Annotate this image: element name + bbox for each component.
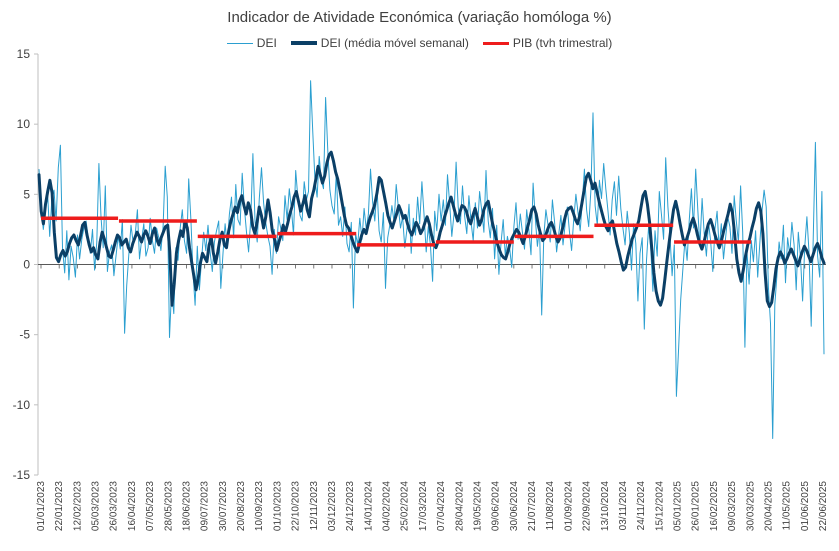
y-tick-label: -10 bbox=[13, 398, 31, 412]
x-tick-label: 30/07/2023 bbox=[218, 481, 229, 531]
x-tick-label: 15/12/2024 bbox=[654, 481, 665, 531]
legend-swatch-dei-moving-average bbox=[290, 41, 317, 45]
x-tick-label: 13/10/2024 bbox=[600, 481, 611, 531]
x-tick-label: 17/03/2024 bbox=[418, 481, 429, 531]
legend-label-pib: PIB (tvh trimestral) bbox=[512, 36, 613, 50]
y-tick-label: 0 bbox=[23, 258, 30, 272]
x-tick-label: 20/08/2023 bbox=[236, 481, 247, 531]
x-tick-label: 16/04/2023 bbox=[127, 481, 138, 531]
x-tick-label: 12/02/2023 bbox=[72, 481, 83, 531]
y-tick-label: -15 bbox=[13, 468, 31, 482]
x-tick-label: 16/02/2025 bbox=[709, 481, 720, 531]
x-tick-label: 05/03/2023 bbox=[91, 481, 102, 531]
legend-label-dei-moving-average: DEI (média móvel semanal) bbox=[320, 36, 469, 50]
x-tick-label: 09/07/2023 bbox=[200, 481, 211, 531]
x-tick-label: 04/02/2024 bbox=[382, 481, 393, 531]
y-tick-label: 15 bbox=[17, 47, 31, 61]
x-tick-label: 18/06/2023 bbox=[181, 481, 192, 531]
x-tick-label: 11/08/2024 bbox=[545, 481, 556, 531]
chart-title: Indicador de Atividade Económica (variaç… bbox=[227, 9, 612, 26]
y-tick-label: 5 bbox=[23, 187, 30, 201]
x-tick-label: 01/06/2025 bbox=[800, 481, 811, 531]
x-tick-label: 07/05/2023 bbox=[145, 481, 156, 531]
x-tick-label: 11/05/2025 bbox=[782, 481, 793, 531]
x-tick-label: 14/01/2024 bbox=[363, 481, 374, 531]
x-tick-label: 22/09/2024 bbox=[582, 481, 593, 531]
x-tick-label: 28/05/2023 bbox=[163, 481, 174, 531]
x-tick-label: 09/03/2025 bbox=[727, 481, 738, 531]
x-tick-label: 01/09/2024 bbox=[563, 481, 574, 531]
legend-swatch-pib bbox=[482, 41, 509, 45]
x-tick-label: 21/07/2024 bbox=[527, 481, 538, 531]
x-tick-label: 05/01/2025 bbox=[673, 481, 684, 531]
x-tick-label: 20/04/2025 bbox=[763, 481, 774, 531]
y-tick-label: 10 bbox=[17, 117, 31, 131]
x-tick-label: 28/04/2024 bbox=[454, 481, 465, 531]
y-tick-label: -5 bbox=[19, 328, 30, 342]
x-tick-label: 30/03/2025 bbox=[745, 481, 756, 531]
x-tick-label: 10/09/2023 bbox=[254, 481, 265, 531]
x-tick-label: 22/06/2025 bbox=[818, 481, 829, 531]
x-tick-label: 03/12/2023 bbox=[327, 481, 338, 531]
series-line-dei-moving-average bbox=[37, 150, 826, 309]
x-tick-label: 01/01/2023 bbox=[36, 481, 47, 531]
legend: DEI DEI (média móvel semanal) PIB (tvh t… bbox=[0, 36, 839, 50]
x-tick-label: 01/10/2023 bbox=[272, 481, 283, 531]
legend-label-dei: DEI bbox=[256, 36, 277, 50]
x-tick-label: 26/01/2025 bbox=[691, 481, 702, 531]
x-tick-label: 25/02/2024 bbox=[400, 481, 411, 531]
x-tick-label: 22/01/2023 bbox=[54, 481, 65, 531]
x-tick-label: 24/12/2023 bbox=[345, 481, 356, 531]
x-tick-label: 09/06/2024 bbox=[491, 481, 502, 531]
x-tick-label: 03/11/2024 bbox=[618, 481, 629, 531]
x-tick-label: 26/03/2023 bbox=[109, 481, 120, 531]
legend-item-pib: PIB (tvh trimestral) bbox=[482, 36, 613, 50]
legend-item-dei: DEI bbox=[226, 36, 277, 50]
legend-swatch-dei bbox=[226, 42, 253, 44]
x-tick-label: 22/10/2023 bbox=[291, 481, 302, 531]
x-tick-label: 12/11/2023 bbox=[309, 481, 320, 531]
x-tick-label: 30/06/2024 bbox=[509, 481, 520, 531]
x-tick-label: 24/11/2024 bbox=[636, 481, 647, 531]
legend-item-dei-moving-average: DEI (média móvel semanal) bbox=[290, 36, 469, 50]
x-tick-label: 07/04/2024 bbox=[436, 481, 447, 531]
series-line-dei bbox=[38, 80, 825, 439]
x-tick-label: 19/05/2024 bbox=[472, 481, 483, 531]
